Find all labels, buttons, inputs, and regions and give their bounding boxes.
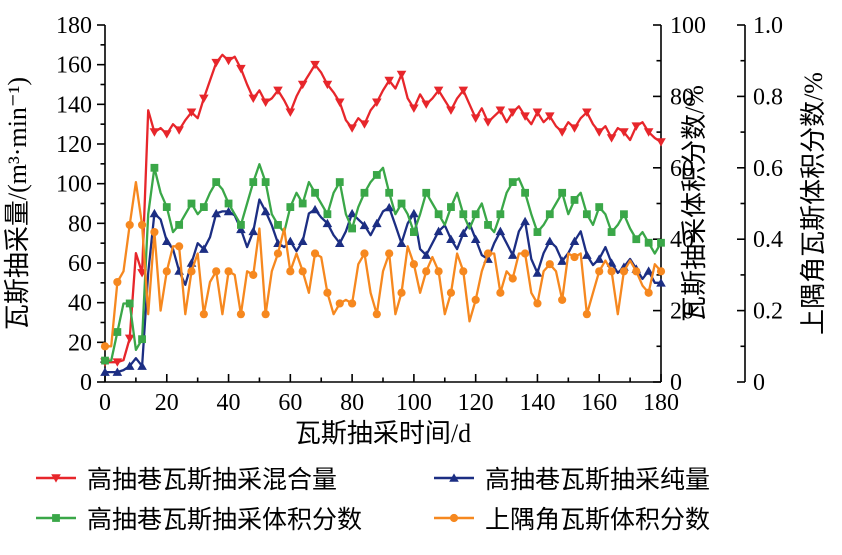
- svg-text:160: 160: [56, 53, 92, 79]
- svg-text:60: 60: [278, 390, 302, 416]
- svg-text:80: 80: [340, 390, 364, 416]
- svg-text:40: 40: [217, 390, 241, 416]
- series-3: [100, 180, 666, 351]
- svg-text:0.8: 0.8: [753, 84, 783, 110]
- svg-text:60: 60: [68, 251, 92, 277]
- svg-text:60: 60: [670, 156, 694, 182]
- left-axis: 0 20 40 60 80 100 120 140 160 180 瓦斯抽采量/(m³·min⁻¹): [3, 13, 106, 396]
- series-1: [100, 198, 666, 376]
- right-axis-1-title: 瓦斯抽采体积分数/%: [680, 85, 709, 322]
- svg-text:80: 80: [68, 211, 92, 237]
- svg-text:80: 80: [670, 84, 694, 110]
- svg-text:0.6: 0.6: [753, 156, 783, 182]
- legend-item-label: 上隅角瓦斯体积分数: [485, 507, 711, 534]
- legend-item-3: 上隅角瓦斯体积分数: [432, 500, 710, 536]
- svg-text:120: 120: [458, 390, 494, 416]
- svg-text:20: 20: [155, 390, 179, 416]
- svg-text:140: 140: [56, 92, 92, 118]
- svg-text:0: 0: [80, 370, 92, 396]
- x-axis: 0 20 40 60 80 100 120 140 160 180 瓦斯抽采时间/d: [99, 374, 679, 448]
- line-chart: 0 20 40 60 80 100 120 140 160 180 瓦斯抽采时间/d 0 20 40 60 8…: [3, 13, 828, 448]
- svg-text:100: 100: [56, 172, 92, 198]
- svg-text:1.0: 1.0: [753, 13, 783, 39]
- svg-text:40: 40: [670, 227, 694, 253]
- svg-text:140: 140: [519, 390, 555, 416]
- svg-text:20: 20: [670, 299, 694, 325]
- svg-text:100: 100: [670, 13, 706, 39]
- legend-item-1: 高抽巷瓦斯抽采纯量: [432, 460, 710, 496]
- chart-legend: 高抽巷瓦斯抽采混合量 高抽巷瓦斯抽采纯量高抽巷瓦斯抽采体积分数 上隅角瓦斯体积分数: [34, 460, 710, 536]
- legend-item-2: 高抽巷瓦斯抽采体积分数: [34, 500, 432, 536]
- svg-text:40: 40: [68, 291, 92, 317]
- triangle-up-icon: [434, 473, 474, 482]
- right-axis-2: 0 0.2 0.4 0.6 0.8 1.0 上隅角瓦斯体积分数/%: [737, 13, 828, 396]
- svg-text:100: 100: [396, 390, 432, 416]
- circle-icon: [434, 513, 474, 523]
- right-axis-2-title: 上隅角瓦斯体积分数/%: [799, 72, 828, 335]
- svg-text:20: 20: [68, 330, 92, 356]
- svg-text:0: 0: [670, 370, 682, 396]
- legend-item-label: 高抽巷瓦斯抽采纯量: [485, 467, 711, 494]
- right-axis-1: 0 20 40 60 80 100 瓦斯抽采体积分数/%: [653, 13, 709, 396]
- svg-text:120: 120: [56, 132, 92, 158]
- series-0: [100, 53, 666, 367]
- x-axis-title: 瓦斯抽采时间/d: [295, 419, 471, 448]
- square-icon: [36, 514, 76, 522]
- svg-text:0: 0: [753, 370, 765, 396]
- svg-text:180: 180: [56, 13, 92, 39]
- series-2: [101, 163, 665, 365]
- triangle-down-icon: [36, 474, 76, 483]
- legend-item-label: 高抽巷瓦斯抽采体积分数: [87, 507, 363, 534]
- svg-text:0: 0: [99, 390, 111, 416]
- svg-text:0.2: 0.2: [753, 299, 783, 325]
- svg-text:160: 160: [581, 390, 617, 416]
- svg-text:0.4: 0.4: [753, 227, 783, 253]
- legend-item-label: 高抽巷瓦斯抽采混合量: [87, 467, 338, 494]
- svg-text:180: 180: [643, 390, 679, 416]
- legend-item-0: 高抽巷瓦斯抽采混合量: [34, 460, 432, 496]
- left-axis-title: 瓦斯抽采量/(m³·min⁻¹): [3, 77, 32, 330]
